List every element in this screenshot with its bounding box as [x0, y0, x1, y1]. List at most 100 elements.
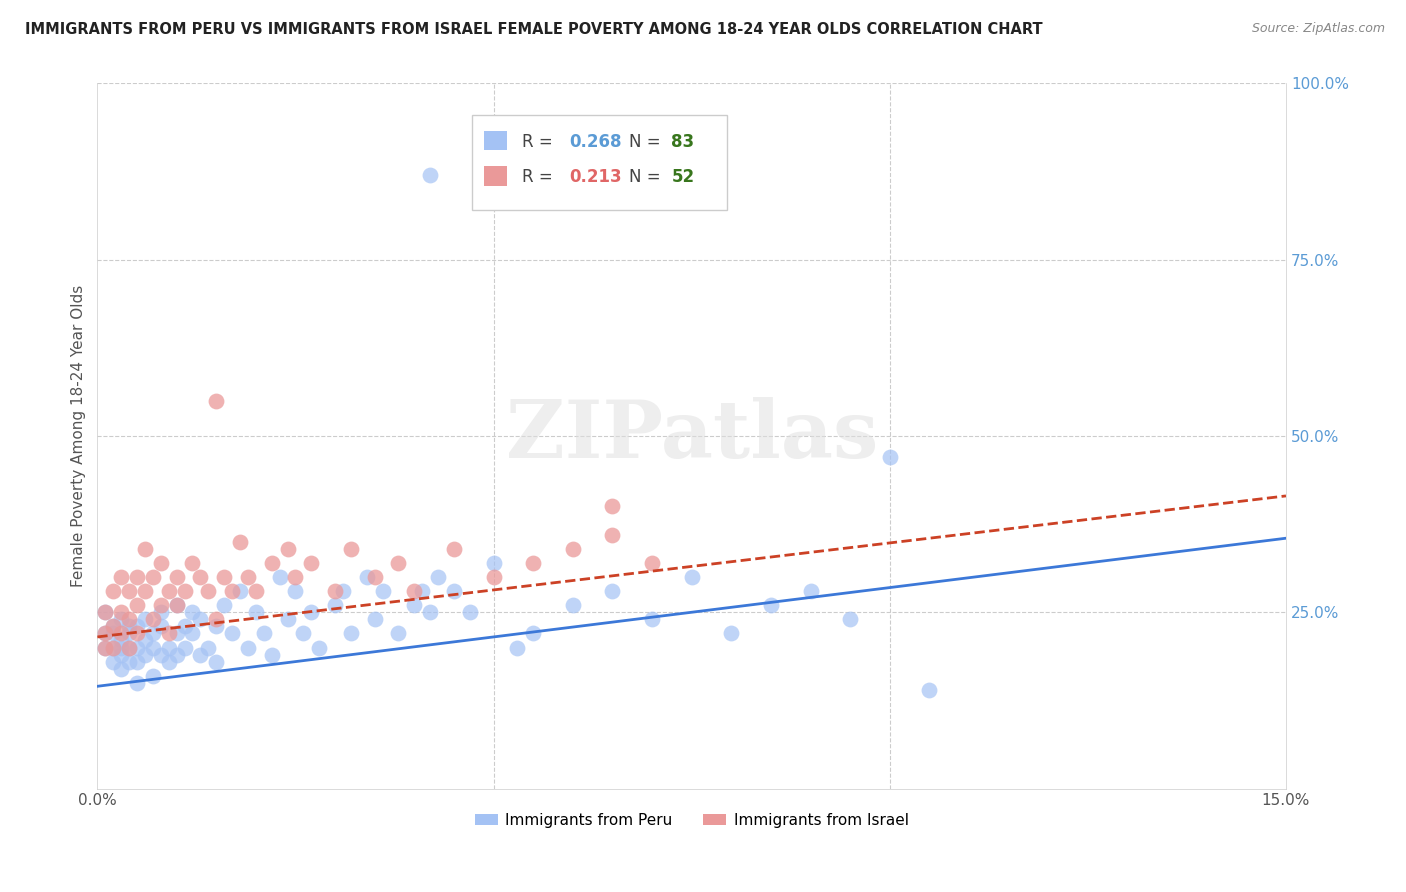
Point: [229, 584, 252, 599]
Point: [103, 640, 125, 655]
Point: [142, 640, 165, 655]
Point: [118, 640, 141, 655]
Point: [125, 619, 148, 633]
Point: [118, 619, 141, 633]
Point: [125, 598, 148, 612]
Point: [443, 584, 465, 599]
Point: [157, 655, 180, 669]
Point: [236, 570, 259, 584]
Point: [212, 598, 235, 612]
Point: [110, 648, 132, 662]
Point: [260, 556, 283, 570]
Point: [799, 584, 821, 599]
Point: [292, 626, 315, 640]
Point: [103, 655, 125, 669]
Point: [323, 584, 346, 599]
Point: [103, 640, 125, 655]
FancyBboxPatch shape: [484, 131, 508, 151]
Text: IMMIGRANTS FROM PERU VS IMMIGRANTS FROM ISRAEL FEMALE POVERTY AMONG 18-24 YEAR O: IMMIGRANTS FROM PERU VS IMMIGRANTS FROM …: [25, 22, 1043, 37]
Text: ZIPatlas: ZIPatlas: [506, 397, 877, 475]
Point: [103, 626, 125, 640]
Point: [332, 584, 354, 599]
Point: [363, 612, 385, 626]
Point: [253, 626, 276, 640]
Point: [149, 605, 172, 619]
Point: [277, 612, 299, 626]
Text: 52: 52: [672, 169, 695, 186]
Point: [118, 612, 141, 626]
Point: [482, 556, 505, 570]
Point: [404, 598, 426, 612]
Point: [110, 662, 132, 676]
Point: [522, 556, 544, 570]
FancyBboxPatch shape: [484, 166, 508, 186]
Point: [125, 570, 148, 584]
Point: [190, 612, 212, 626]
Point: [142, 612, 165, 626]
Point: [149, 598, 172, 612]
Point: [308, 640, 330, 655]
Text: N =: N =: [628, 169, 665, 186]
Point: [340, 626, 363, 640]
Point: [284, 570, 307, 584]
Point: [103, 584, 125, 599]
Point: [561, 541, 583, 556]
Point: [356, 570, 378, 584]
Point: [181, 626, 204, 640]
Point: [166, 598, 188, 612]
Point: [229, 534, 252, 549]
Point: [458, 605, 481, 619]
Point: [110, 605, 132, 619]
FancyBboxPatch shape: [472, 115, 727, 211]
Point: [443, 541, 465, 556]
Point: [94, 626, 117, 640]
Point: [323, 598, 346, 612]
Point: [118, 655, 141, 669]
Point: [419, 168, 441, 182]
Point: [110, 640, 132, 655]
Point: [506, 640, 529, 655]
Text: 83: 83: [672, 133, 695, 151]
Point: [125, 655, 148, 669]
Y-axis label: Female Poverty Among 18-24 Year Olds: Female Poverty Among 18-24 Year Olds: [72, 285, 86, 587]
Point: [879, 450, 901, 464]
Point: [387, 556, 409, 570]
Point: [299, 605, 322, 619]
Point: [260, 648, 283, 662]
Point: [181, 605, 204, 619]
Point: [110, 626, 132, 640]
Point: [602, 500, 624, 514]
Point: [149, 556, 172, 570]
Point: [125, 675, 148, 690]
Point: [720, 626, 742, 640]
Point: [387, 626, 409, 640]
Point: [157, 584, 180, 599]
Point: [411, 584, 433, 599]
Point: [212, 570, 235, 584]
Point: [118, 584, 141, 599]
Point: [269, 570, 291, 584]
Point: [94, 640, 117, 655]
Point: [918, 682, 941, 697]
Point: [197, 584, 219, 599]
Point: [641, 612, 664, 626]
Text: Source: ZipAtlas.com: Source: ZipAtlas.com: [1251, 22, 1385, 36]
Point: [134, 541, 156, 556]
Point: [110, 612, 132, 626]
Point: [482, 570, 505, 584]
Point: [134, 584, 156, 599]
Point: [142, 570, 165, 584]
Point: [149, 648, 172, 662]
Point: [245, 605, 267, 619]
Point: [245, 584, 267, 599]
Point: [190, 648, 212, 662]
Legend: Immigrants from Peru, Immigrants from Israel: Immigrants from Peru, Immigrants from Is…: [468, 806, 915, 834]
Point: [205, 655, 228, 669]
Point: [190, 570, 212, 584]
Point: [602, 584, 624, 599]
Point: [94, 605, 117, 619]
Text: 0.213: 0.213: [569, 169, 621, 186]
Point: [419, 605, 441, 619]
Point: [157, 626, 180, 640]
Point: [166, 598, 188, 612]
